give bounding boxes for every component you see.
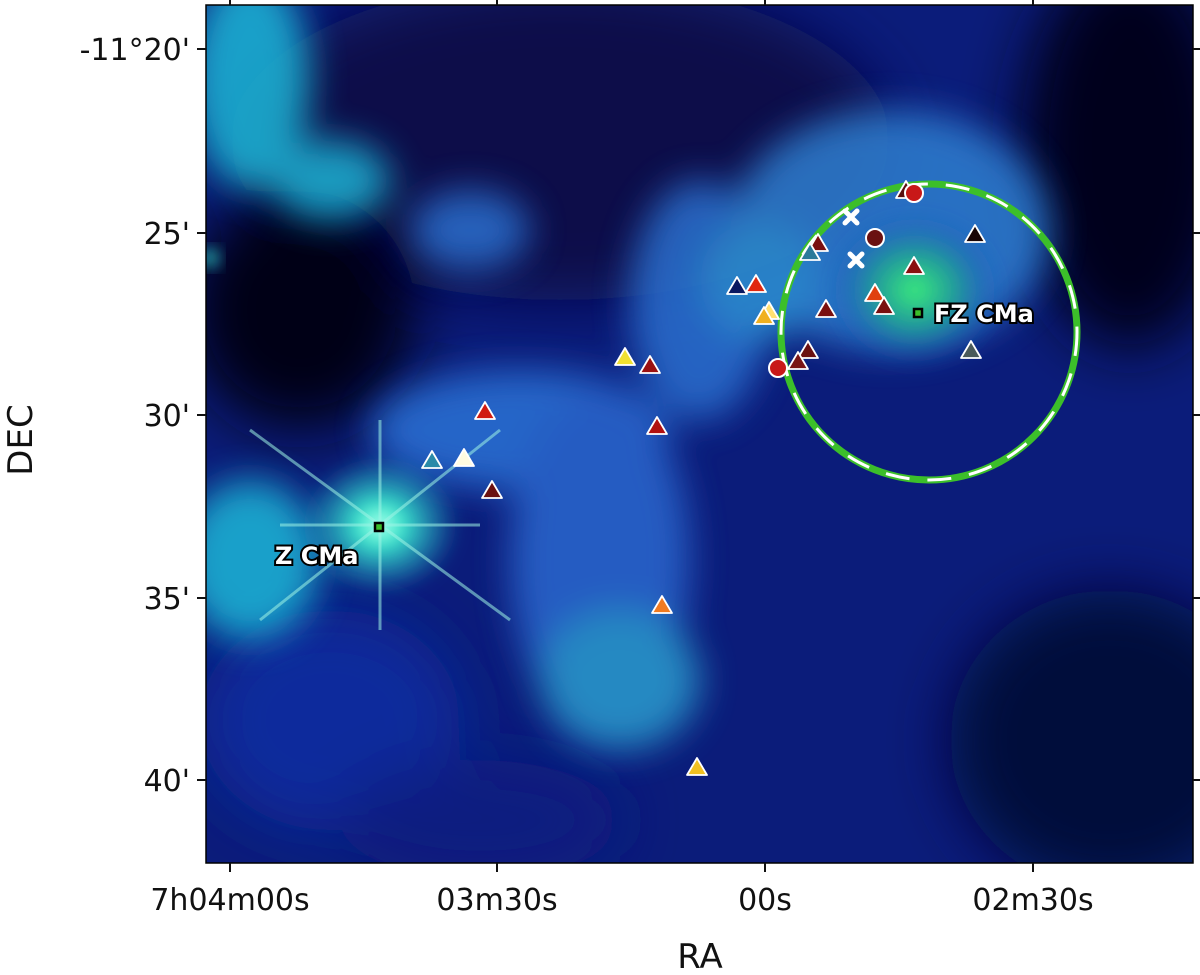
source-triangle <box>745 274 767 293</box>
nebula-image <box>206 5 1193 863</box>
circle-markers <box>768 183 924 378</box>
source-triangle <box>797 340 819 359</box>
y-tick-label: 25' <box>144 217 190 252</box>
source-triangle <box>960 340 982 359</box>
source-triangle <box>651 595 673 614</box>
fz-cma-label: FZ CMa <box>934 300 1034 328</box>
y-axis-title: DEC <box>1 404 41 475</box>
source-triangle <box>474 401 496 420</box>
source-triangle <box>726 276 748 295</box>
source-triangle <box>753 306 775 325</box>
source-cross-marker <box>847 251 865 269</box>
y-tick-marks <box>197 48 1200 781</box>
x-axis-title: RA <box>677 937 723 975</box>
x-tick-marks <box>229 0 1034 872</box>
source-triangle <box>453 448 475 467</box>
x-tick-label: 03m30s <box>436 883 557 918</box>
source-triangle <box>903 256 925 275</box>
source-triangle <box>686 757 708 776</box>
source-triangle <box>481 480 503 499</box>
y-tick-label: 30' <box>144 399 190 434</box>
triangle-markers <box>421 180 986 776</box>
source-triangle <box>873 296 895 315</box>
y-tick-label: 35' <box>144 582 190 617</box>
source-triangle <box>421 450 443 469</box>
y-tick-label: 40' <box>144 764 190 799</box>
x-tick-label: 02m30s <box>972 883 1093 918</box>
source-triangle <box>646 416 668 435</box>
fz-cma-marker <box>912 307 924 319</box>
source-triangle <box>864 283 886 302</box>
source-triangle <box>639 355 661 374</box>
source-circle <box>865 228 885 248</box>
x-tick-label: 7h04m00s <box>150 883 309 918</box>
source-circle <box>904 183 924 203</box>
source-circle <box>768 358 788 378</box>
source-cross-marker <box>842 208 860 226</box>
source-triangle <box>815 299 837 318</box>
source-triangle <box>799 242 821 261</box>
y-tick-label: -11°20' <box>80 33 190 68</box>
source-triangle <box>964 224 986 243</box>
fz-cma-region-circle <box>777 180 1081 484</box>
cross-markers <box>842 208 865 269</box>
source-triangle <box>787 351 809 370</box>
z-cma-marker <box>373 521 385 533</box>
z-cma-label: Z CMa <box>275 542 358 570</box>
source-triangle <box>614 347 636 366</box>
x-tick-label: 00s <box>738 883 792 918</box>
image-frame <box>205 4 1194 864</box>
